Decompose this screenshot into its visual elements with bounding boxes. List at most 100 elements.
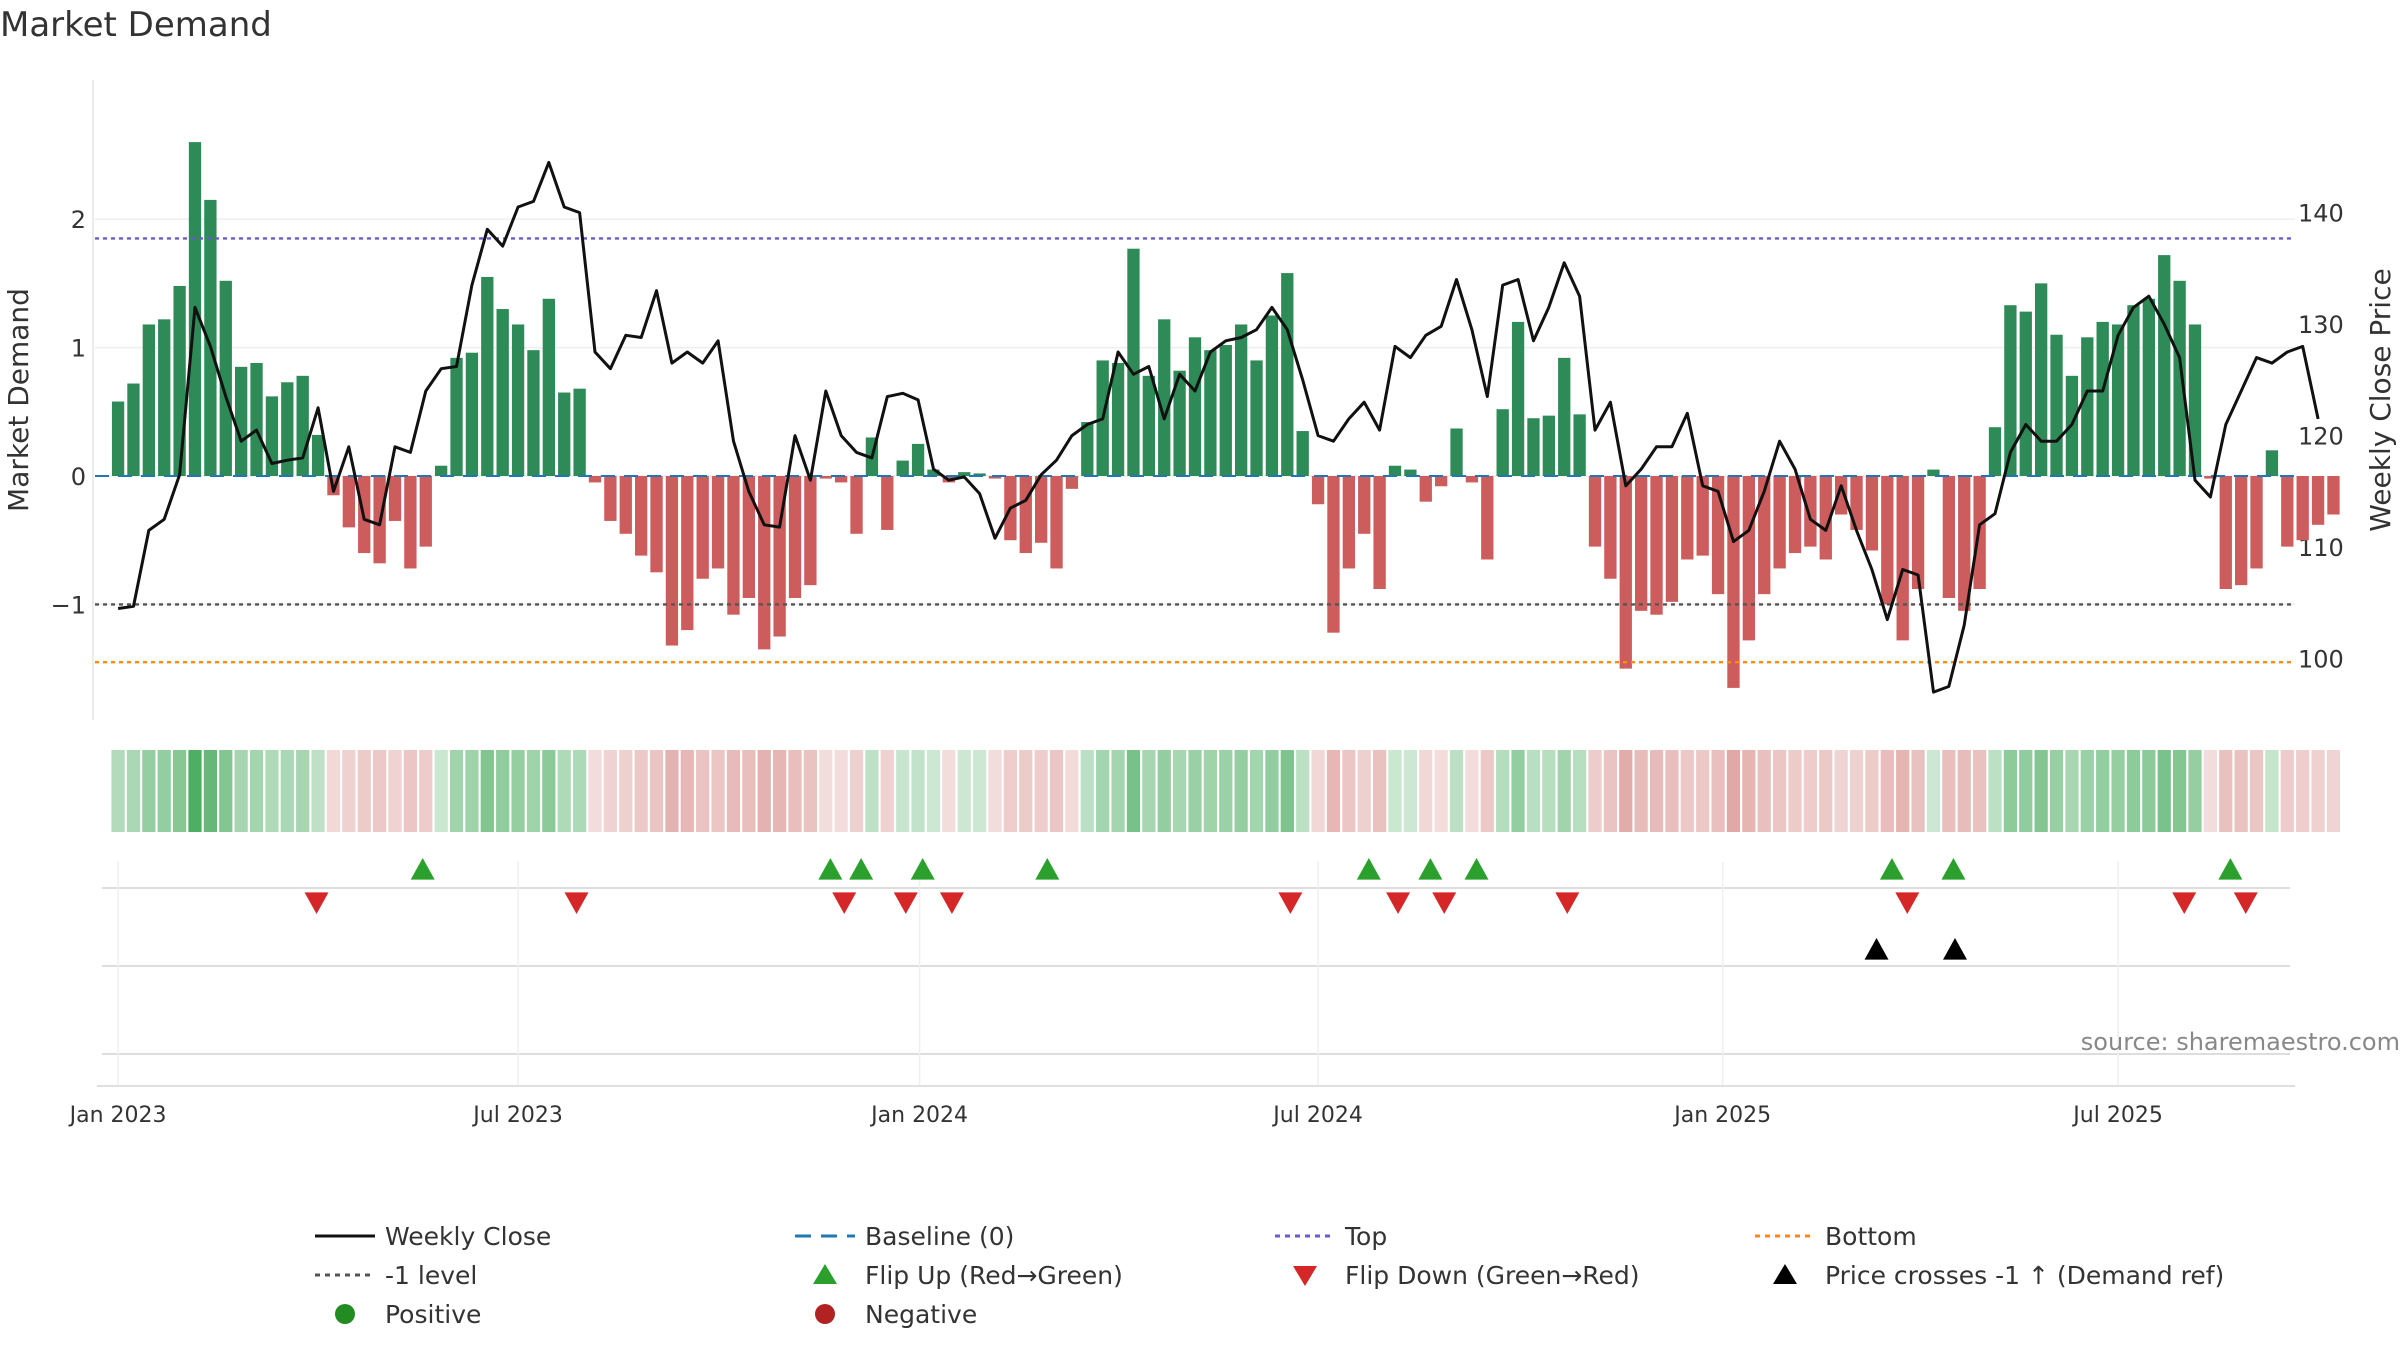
demand-bar [1050, 476, 1063, 569]
heat-strip-cell [665, 750, 679, 832]
heat-strip-cell [496, 750, 510, 832]
heat-strip-cell [1096, 750, 1110, 832]
heat-strip-cell [803, 750, 817, 832]
flip-down-marker [2172, 892, 2197, 914]
heat-strip-cell [265, 750, 279, 832]
heat-strip-cell [311, 750, 325, 832]
demand-bar [881, 476, 894, 530]
heat-strip-cell [865, 750, 879, 832]
heat-strip-cell [1619, 750, 1633, 832]
heat-strip-cell [1496, 750, 1510, 832]
legend-label: Top [1344, 1222, 1387, 1251]
flip-up-marker [410, 858, 435, 880]
legend-item: -1 level [315, 1261, 477, 1290]
demand-bar [1988, 427, 2002, 476]
demand-bar [1742, 476, 1755, 641]
demand-bar [2019, 311, 2032, 476]
heat-strip-cell [1419, 750, 1433, 832]
heat-strip-cell [1480, 750, 1494, 832]
demand-bar [958, 472, 971, 476]
demand-bar [973, 473, 986, 476]
heat-strip-cell [880, 750, 894, 832]
heat-strip-cell [1280, 750, 1294, 832]
demand-bar [1573, 414, 1586, 476]
demand-bar [2219, 476, 2232, 590]
demand-bar [742, 476, 755, 598]
heat-strip-cell [188, 750, 202, 832]
heat-strip-cell [680, 750, 694, 832]
demand-bar [1250, 360, 1263, 476]
demand-bar [511, 324, 525, 476]
flip-down-marker [832, 892, 857, 914]
flip-up-marker [849, 858, 874, 880]
demand-bar [1758, 476, 1771, 595]
legend-item: Negative [815, 1300, 977, 1329]
legend-label: Baseline (0) [865, 1222, 1014, 1251]
heat-strip-cell [1203, 750, 1217, 832]
heat-strip-cell [388, 750, 402, 832]
demand-bar [758, 476, 771, 650]
heat-strip-cell [696, 750, 710, 832]
flip-down-marker [304, 892, 329, 914]
heat-strip-cell [280, 750, 294, 832]
heat-strip-cell [1219, 750, 1233, 832]
legend-label: Bottom [1825, 1222, 1917, 1251]
heat-strip-cell [326, 750, 341, 832]
heat-strip-cell [634, 750, 648, 832]
heat-strip-cell [1603, 750, 1617, 832]
legend-swatch-circle [335, 1304, 355, 1324]
heat-strip-cell [403, 750, 417, 832]
demand-bar [1635, 476, 1648, 611]
heat-strip-cell [373, 750, 387, 832]
demand-bar [1019, 476, 1032, 554]
demand-bar [1065, 476, 1079, 489]
demand-bar [1896, 476, 1909, 641]
heat-strip-cell [1803, 750, 1817, 832]
demand-bar [1958, 476, 1971, 611]
demand-bar [173, 285, 186, 476]
heat-strip-cell [849, 750, 864, 832]
demand-bar [1665, 476, 1679, 602]
heat-strip-cell [1819, 750, 1833, 832]
demand-bar [1158, 319, 1171, 476]
heat-strip-cell [896, 750, 910, 832]
legend-item: Flip Up (Red→Green) [813, 1261, 1123, 1290]
demand-bar [435, 465, 448, 476]
demand-bar [1235, 324, 1248, 476]
flip-down-marker [564, 892, 589, 914]
demand-bar [681, 476, 694, 631]
demand-bar [1727, 476, 1740, 688]
heat-strip-cell [1373, 750, 1387, 832]
price-cross-marker [1864, 938, 1889, 960]
demand-bar [542, 298, 555, 476]
legend-swatch-circle [815, 1304, 835, 1324]
heat-strip-cell [573, 750, 587, 832]
heat-strip-cell [926, 750, 941, 832]
heat-strip-cell [1188, 750, 1202, 832]
demand-bar [1527, 418, 1540, 476]
demand-bar [2188, 324, 2202, 476]
heat-strip-cell [2296, 750, 2310, 832]
heat-strip-cell [2003, 750, 2017, 832]
demand-bar [1650, 476, 1663, 615]
legend-label: Positive [385, 1300, 481, 1329]
heat-strip-cell [1665, 750, 1679, 832]
heat-strip-cell [1234, 750, 1248, 832]
heat-strip-cell [1957, 750, 1971, 832]
heat-strip-cell [2065, 750, 2079, 832]
heat-strip-cell [1511, 750, 1525, 832]
flip-down-marker [1555, 892, 1580, 914]
heat-strip-cell [1111, 750, 1125, 832]
demand-bar [2158, 255, 2171, 476]
legend-label: Negative [865, 1300, 977, 1329]
heat-strip-cell [1465, 750, 1479, 832]
heat-strip-cell [1265, 750, 1279, 832]
demand-bar [2096, 321, 2109, 476]
heat-strip-cell [449, 750, 464, 832]
demand-bar [727, 476, 740, 615]
heat-strip-cell [1711, 750, 1725, 832]
heat-strip-cell [1342, 750, 1356, 832]
demand-bar [804, 476, 817, 586]
price-cross-marker [1943, 938, 1967, 960]
demand-bar [1373, 476, 1386, 590]
